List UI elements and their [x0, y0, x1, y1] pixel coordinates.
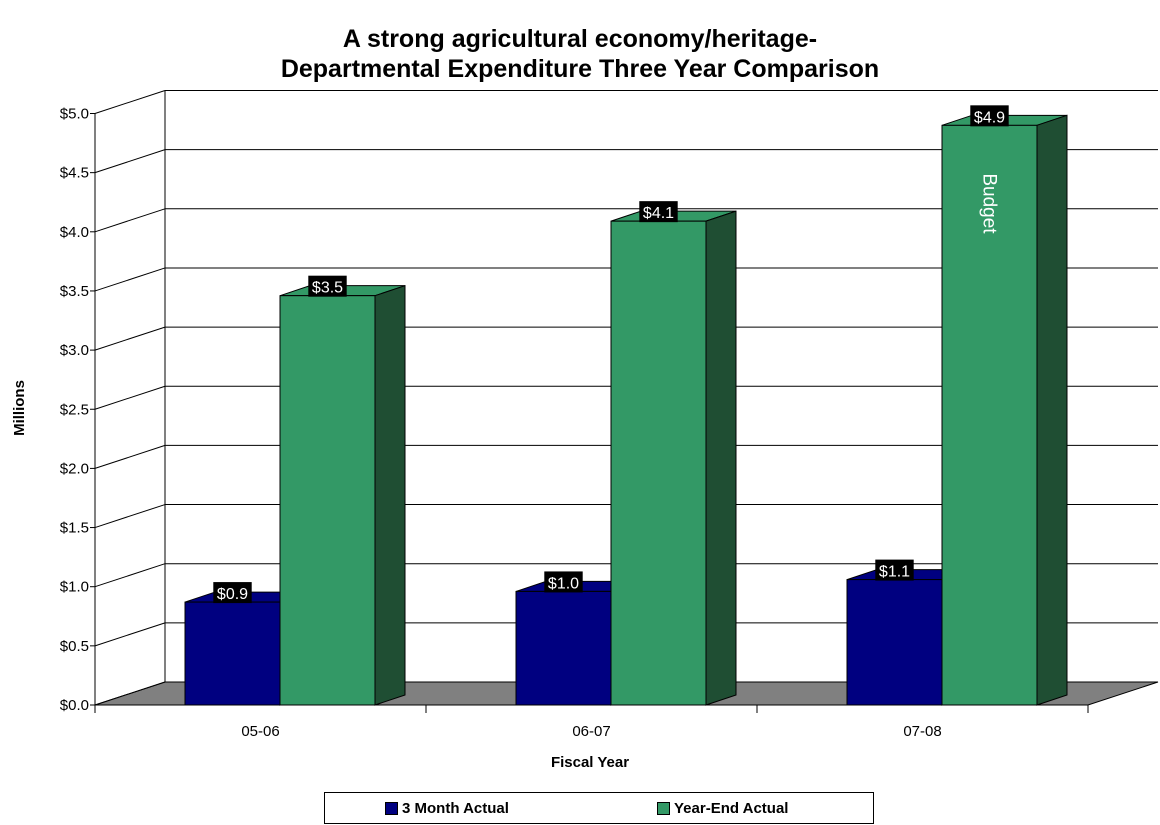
chart-title-line-2: Departmental Expenditure Three Year Comp… [280, 55, 880, 83]
bars: $0.9 $3.5 $1.0 $4.1 $1.1 $4.9 Budget [184, 105, 1068, 706]
bar-chart: $0.0 $0.5 $1.0 $1.5 $2.0 $2.5 $3.0 $3.5 $4.0 $4.5… [11, 90, 1159, 771]
bar-front [846, 579, 943, 706]
side-wall-line [94, 208, 166, 233]
y-tick-label: $3.5 [60, 283, 89, 300]
side-wall-line [94, 444, 166, 469]
bar-front [515, 590, 612, 706]
side-wall-line [94, 149, 166, 174]
side-wall-line [94, 681, 166, 706]
bar-side [1036, 114, 1068, 706]
y-tick-label: $0.0 [60, 697, 89, 714]
data-label: $3.5 [308, 275, 347, 297]
bar [941, 114, 1068, 706]
bar-front [184, 601, 281, 706]
legend-label: Year-End Actual [674, 800, 789, 817]
y-tick-label: $2.0 [60, 460, 89, 477]
y-axis-label: Millions [11, 380, 28, 436]
budget-annotation: Budget [979, 173, 1000, 234]
bar-front [941, 124, 1038, 706]
bar-front [610, 220, 707, 706]
legend-swatch-3-month-actual [385, 802, 398, 815]
data-label-text: $4.1 [643, 205, 674, 222]
data-label-bg [970, 105, 1009, 127]
side-wall-line [94, 90, 166, 114]
chart-title-line-1: A strong agricultural economy/heritage- [342, 25, 818, 53]
data-label: $1.0 [544, 571, 583, 593]
data-label-bg [544, 571, 583, 593]
legend: 3 Month Actual Year-End Actual [324, 792, 874, 824]
y-tick-label: $3.0 [60, 342, 89, 359]
data-label: $4.1 [639, 201, 678, 223]
data-label: $0.9 [213, 582, 252, 604]
data-label-text: $1.0 [548, 575, 579, 592]
data-label-bg [308, 275, 347, 297]
side-wall-line [94, 622, 166, 647]
side-wall-line [94, 267, 166, 292]
data-label-bg [213, 582, 252, 604]
side-wall-line [94, 563, 166, 588]
side-wall-line [94, 385, 166, 410]
data-label: $4.9 [970, 105, 1009, 127]
chart-title: A strong agricultural economy/heritage- … [0, 24, 1160, 84]
side-wall-line [94, 504, 166, 529]
bar [279, 284, 406, 706]
bar-front [279, 295, 376, 706]
y-axis: $0.0 $0.5 $1.0 $1.5 $2.0 $2.5 $3.0 $3.5 $4.0 $4.5… [60, 90, 166, 714]
y-tick-label: $1.0 [60, 579, 89, 596]
data-label-text: $4.9 [974, 109, 1005, 126]
y-tick-label: $4.0 [60, 224, 89, 241]
bar-side [374, 284, 406, 706]
y-tick-label: $2.5 [60, 401, 89, 418]
x-axis-label: Fiscal Year [551, 754, 629, 771]
x-tick-label: 05-06 [241, 723, 279, 740]
legend-item-3-month-actual: 3 Month Actual [385, 800, 509, 817]
data-label-text: $3.5 [312, 280, 343, 297]
side-wall-line [94, 326, 166, 351]
bar [610, 210, 737, 706]
x-axis: 05-06 06-07 07-08 [94, 704, 1089, 740]
data-label-text: $0.9 [217, 586, 248, 603]
data-label-bg [875, 559, 914, 581]
y-tick-label: $1.5 [60, 520, 89, 537]
y-tick-label: $0.5 [60, 638, 89, 655]
data-label-bg [639, 201, 678, 223]
legend-item-year-end-actual: Year-End Actual [657, 800, 788, 817]
data-label-text: $1.1 [879, 564, 910, 581]
legend-swatch-year-end-actual [657, 802, 670, 815]
x-tick-label: 07-08 [903, 723, 941, 740]
y-tick-label: $5.0 [60, 106, 89, 123]
y-tick-label: $4.5 [60, 165, 89, 182]
data-label: $1.1 [875, 559, 914, 581]
legend-label: 3 Month Actual [402, 800, 509, 817]
bar-side [705, 210, 737, 706]
x-tick-label: 06-07 [572, 723, 610, 740]
